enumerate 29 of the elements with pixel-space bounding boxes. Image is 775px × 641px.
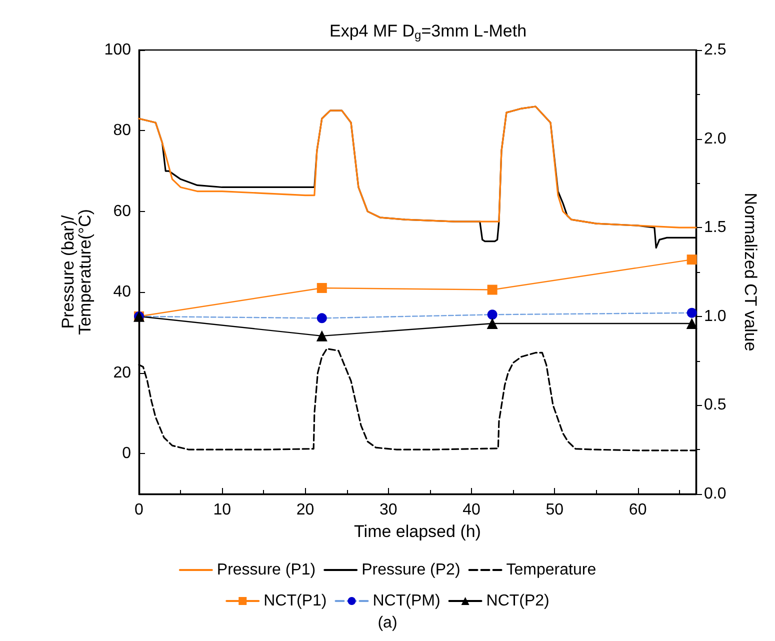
- x-tick-label: 0: [134, 502, 144, 518]
- y-tick-label: 20: [113, 364, 132, 382]
- y2-tick-label: 1.5: [704, 219, 726, 236]
- x-tick-label: 10: [213, 502, 232, 518]
- y2-tick-label: 1.0: [704, 308, 726, 325]
- x-tick-label: 60: [628, 502, 647, 518]
- y2-tick-label: 2.5: [704, 42, 726, 58]
- y-tick-label: 100: [104, 42, 132, 58]
- legend-label: Pressure (P1): [216, 562, 316, 578]
- legend-label: Temperature: [506, 562, 596, 578]
- legend-label: NCT(P2): [486, 592, 550, 610]
- x-tick-label: 30: [380, 502, 398, 518]
- text: (a): [378, 614, 398, 632]
- legend-label: NCT(PM): [372, 592, 440, 610]
- legend-label: NCT(P1): [264, 592, 327, 610]
- x-tick-label: 40: [462, 502, 481, 518]
- y-tick-label: 40: [113, 284, 132, 301]
- y2-axis-title: Normalized CT value: [741, 192, 760, 352]
- y-tick-label: 80: [113, 122, 132, 140]
- y2-tick-label: 0.5: [704, 396, 726, 414]
- y-tick-label: 60: [113, 202, 132, 220]
- y-tick-label: 0: [122, 445, 132, 462]
- x-axis-title: Time elapsed (h): [354, 522, 481, 541]
- x-tick-label: 50: [546, 502, 564, 518]
- legend-label: Pressure (P2): [362, 562, 460, 578]
- y2-tick-label: 0.0: [704, 486, 726, 502]
- y-axis-title: Pressure (bar)/ Temperature(°C): [58, 209, 94, 335]
- x-tick-label: 20: [296, 502, 314, 518]
- y2-tick-label: 2.0: [704, 130, 726, 148]
